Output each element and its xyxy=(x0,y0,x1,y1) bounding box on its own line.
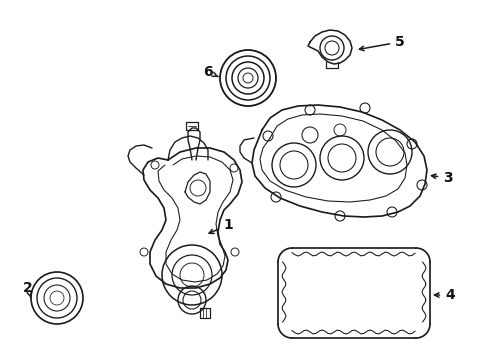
Text: 5: 5 xyxy=(359,35,404,51)
Text: 6: 6 xyxy=(203,65,218,79)
Text: 4: 4 xyxy=(434,288,454,302)
Text: 3: 3 xyxy=(430,171,452,185)
Text: 2: 2 xyxy=(23,281,33,298)
Text: 1: 1 xyxy=(209,218,232,234)
